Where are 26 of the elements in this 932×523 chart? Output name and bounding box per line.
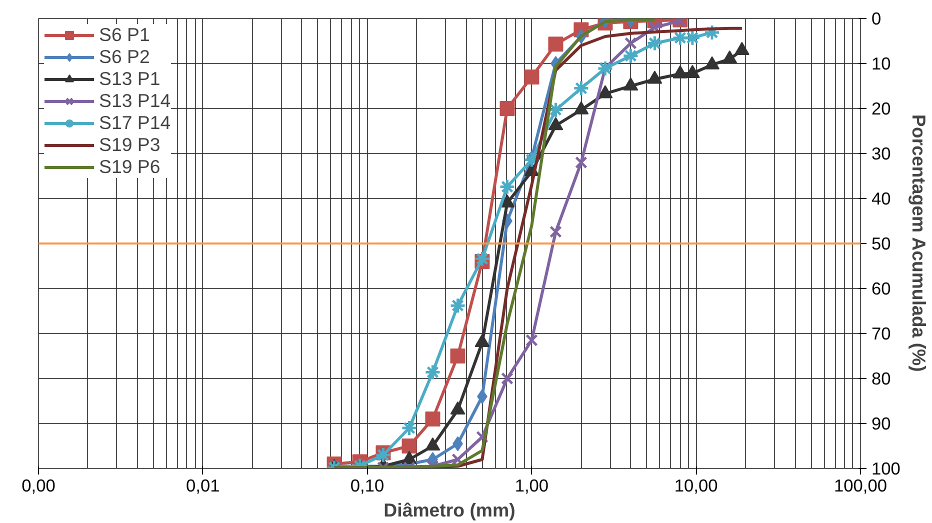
legend-label: S19 P3 — [99, 134, 160, 156]
y-tick-label: 30 — [872, 144, 891, 164]
legend-label: S19 P6 — [99, 156, 160, 178]
x-axis-title: Diâmetro (mm) — [384, 500, 516, 520]
y-tick-label: 90 — [872, 414, 891, 434]
y-tick-label: 0 — [872, 8, 882, 28]
legend-label: S6 P1 — [99, 24, 150, 46]
y-tick-label: 40 — [872, 188, 891, 208]
legend-label: S13 P14 — [99, 90, 171, 112]
y-axis-title: Porcentagem Acumulada (%) — [908, 114, 930, 372]
y-tick-label: 50 — [872, 234, 891, 254]
y-tick-label: 80 — [872, 368, 891, 388]
x-tick-label: 0,00 — [22, 476, 56, 496]
legend-label: S17 P14 — [99, 112, 171, 134]
legend-label: S6 P2 — [99, 46, 150, 68]
y-tick-label: 10 — [872, 54, 891, 74]
y-tick-label: 20 — [872, 98, 891, 118]
x-tick-label: 1,00 — [514, 476, 549, 496]
y-tick-label: 60 — [872, 278, 891, 298]
y-tick-label: 100 — [872, 458, 900, 478]
y-tick-label: 70 — [872, 324, 891, 344]
x-tick-label: 0,10 — [350, 476, 384, 496]
legend-label: S13 P1 — [99, 68, 160, 90]
x-tick-label: 0,01 — [186, 476, 220, 496]
x-tick-label: 10,00 — [674, 476, 718, 496]
x-tick-label: 100,00 — [834, 476, 887, 496]
